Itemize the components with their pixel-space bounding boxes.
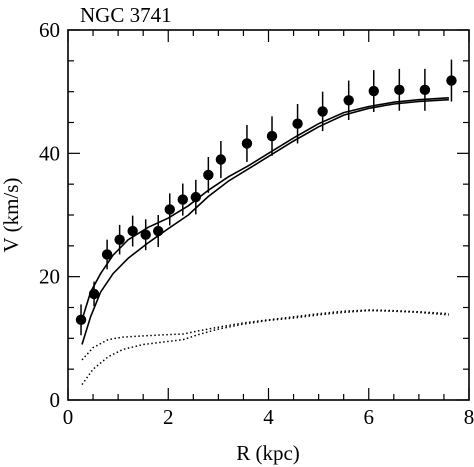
plot-frame — [67, 29, 470, 401]
data-point — [241, 138, 253, 149]
solid-model-curve-1 — [81, 97, 449, 321]
data-point — [114, 234, 125, 245]
x-tick-label: 8 — [464, 405, 474, 429]
data-point — [75, 314, 87, 326]
data-point — [394, 84, 405, 96]
y-tick-label: 0 — [50, 388, 61, 412]
axis-ticks — [67, 29, 470, 401]
data-point — [153, 225, 164, 237]
y-tick-label: 20 — [39, 265, 60, 289]
data-point — [127, 225, 138, 237]
y-tick-label: 40 — [39, 141, 60, 165]
data-point — [215, 154, 227, 165]
x-tick-label: 0 — [63, 405, 74, 429]
data-point — [266, 130, 278, 142]
dotted-model-curve-2 — [81, 309, 449, 361]
data-point — [317, 106, 328, 117]
data-point — [101, 249, 113, 260]
y-tick-label: 60 — [39, 18, 60, 42]
chart-title: NGC 3741 — [80, 3, 172, 27]
data-point — [190, 191, 202, 203]
data-points — [75, 59, 457, 336]
data-point — [292, 118, 303, 129]
data-point — [177, 194, 188, 205]
x-tick-label: 6 — [364, 405, 375, 429]
data-point — [140, 229, 151, 240]
data-point — [88, 288, 100, 300]
data-point — [446, 75, 457, 86]
x-tick-label: 2 — [163, 405, 174, 429]
x-tick-label: 4 — [263, 405, 274, 429]
dotted-model-curve-3 — [81, 309, 449, 386]
data-point — [343, 95, 354, 106]
data-point — [368, 85, 379, 97]
solid-model-curve-0 — [81, 98, 449, 345]
axis-tick-labels: 0 2 4 6 8 0 20 40 60 — [39, 18, 474, 429]
data-point — [164, 204, 175, 215]
data-point — [419, 84, 431, 96]
model-curves — [81, 97, 449, 386]
y-axis-label: V (km/s) — [0, 178, 23, 253]
x-axis-label: R (kpc) — [236, 441, 300, 465]
data-point — [203, 169, 214, 181]
